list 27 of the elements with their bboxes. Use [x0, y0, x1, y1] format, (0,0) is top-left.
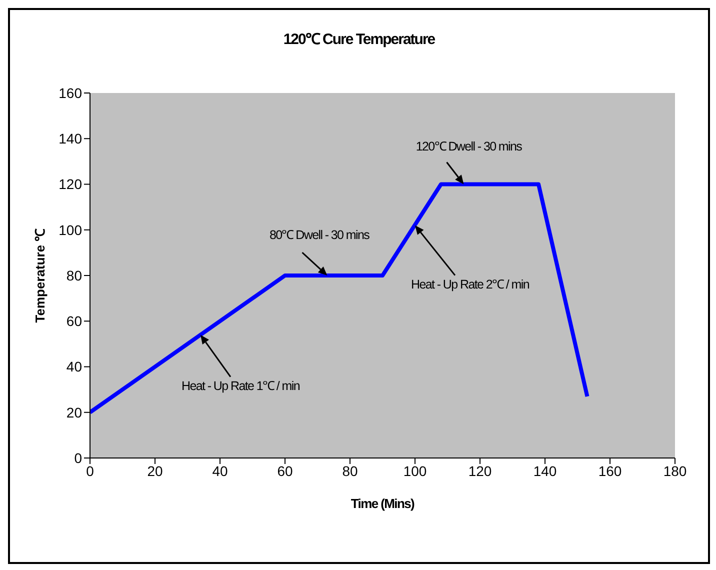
- x-tick-label: 140: [533, 462, 557, 479]
- x-tick-label: 60: [277, 462, 293, 479]
- y-tick-label: 0: [74, 450, 82, 466]
- x-tick-label: 80: [342, 462, 358, 479]
- y-tick-label: 20: [66, 404, 82, 420]
- annotation: Heat - Up Rate 1℃ / min: [182, 379, 300, 394]
- x-tick-label: 160: [598, 462, 622, 479]
- y-tick-label: 120: [58, 176, 82, 192]
- x-tick-label: 0: [86, 462, 94, 479]
- y-axis-title: Temperature ℃: [32, 228, 48, 323]
- annotation: 80℃ Dwell - 30 mins: [269, 228, 370, 242]
- line-series: [90, 182, 590, 414]
- x-tick-label: 100: [403, 462, 427, 479]
- x-tick-label: 40: [212, 462, 228, 479]
- annotation: 120℃ Dwell - 30 mins: [416, 140, 522, 154]
- y-tick-label: 40: [66, 358, 82, 375]
- annotation: Heat - Up Rate 2℃ / min: [411, 278, 530, 292]
- x-tick-label: 120: [468, 462, 492, 479]
- y-tick-label: 160: [58, 84, 82, 101]
- y-tick-label: 140: [58, 130, 82, 147]
- x-tick-label: 180: [663, 462, 687, 479]
- x-axis-title: Time (Mins): [350, 496, 415, 511]
- y-tick-label: 100: [58, 222, 82, 238]
- chart-title: 120℃ Cure Temperature: [282, 30, 436, 48]
- y-tick-label: 80: [66, 267, 82, 284]
- x-tick-label: 20: [147, 462, 163, 479]
- y-tick-label: 60: [66, 313, 82, 330]
